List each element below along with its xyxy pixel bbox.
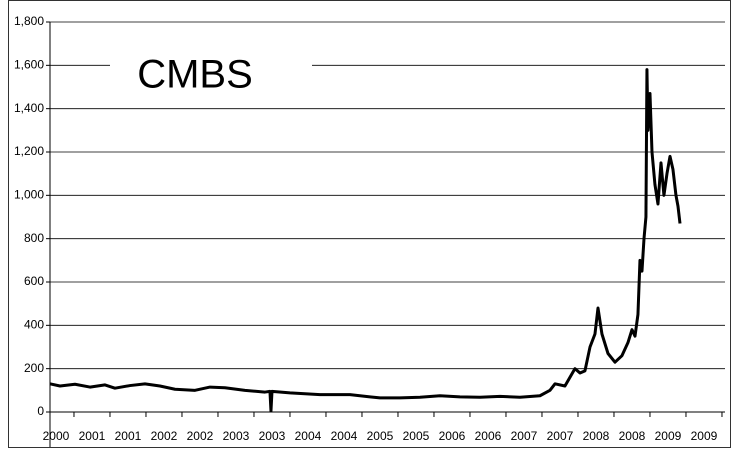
chart-frame [8,0,731,448]
x-tick-label: 2008 [619,429,646,443]
x-tick-label: 2004 [295,429,322,443]
x-tick-label: 2008 [583,429,610,443]
y-tick-label: 600 [24,274,44,288]
x-tick-label: 2007 [547,429,574,443]
x-tick-label: 2001 [115,429,142,443]
x-tick-label: 2004 [331,429,358,443]
x-tick-label: 2006 [439,429,466,443]
x-tick-label: 2002 [151,429,178,443]
y-tick-label: 1,200 [14,144,44,158]
x-tick-label: 2006 [475,429,502,443]
y-tick-label: 1,800 [14,14,44,28]
x-tick-label: 2009 [655,429,682,443]
y-tick-label: 800 [24,231,44,245]
x-tick-label: 2003 [259,429,286,443]
y-tick-label: 1,400 [14,101,44,115]
title-background [110,50,312,106]
x-tick-label: 2003 [223,429,250,443]
y-tick-label: 0 [37,404,44,418]
y-tick-label: 200 [24,361,44,375]
chart-title: CMBS [137,53,253,97]
x-tick-label: 2002 [187,429,214,443]
y-tick-label: 1,600 [14,58,44,72]
x-tick-label: 2005 [403,429,430,443]
x-tick-label: 2000 [43,429,70,443]
data-line [49,68,682,413]
x-tick-label: 2001 [79,429,106,443]
y-tick-label: 1,000 [14,188,44,202]
y-tick-label: 400 [24,318,44,332]
x-tick-label: 2007 [511,429,538,443]
x-tick-label: 2009 [691,429,718,443]
x-tick-label: 2005 [367,429,394,443]
